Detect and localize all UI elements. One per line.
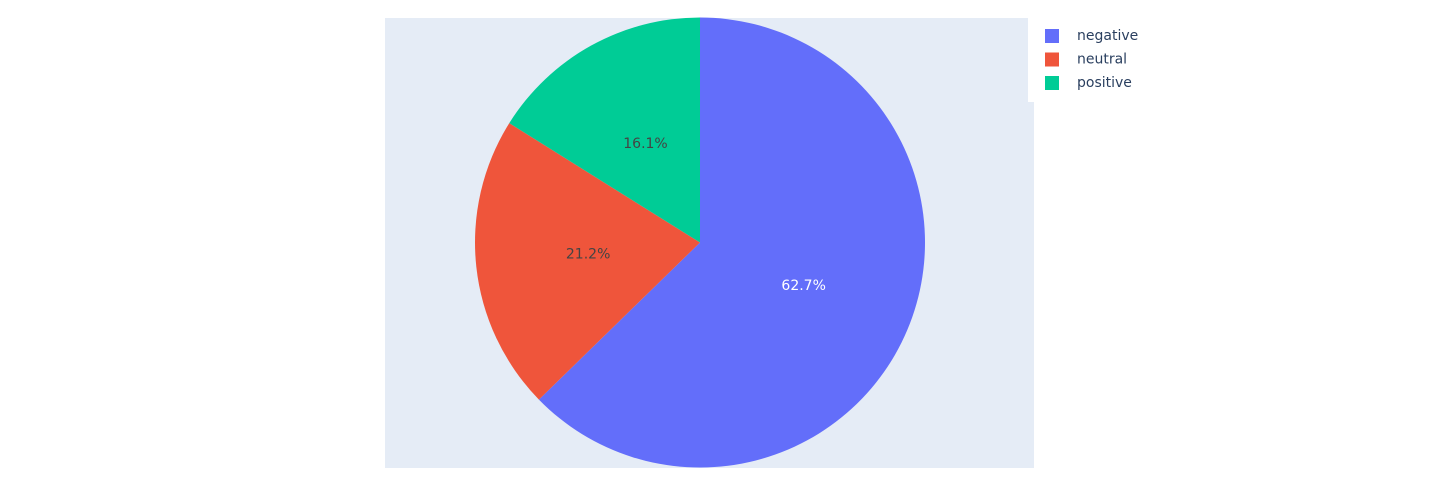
legend-label-neutral[interactable]: neutral bbox=[1077, 52, 1127, 68]
slice-label-negative: 62.7% bbox=[781, 278, 825, 294]
pie-slice-positive[interactable] bbox=[509, 17, 700, 243]
legend-swatch-positive[interactable] bbox=[1045, 76, 1059, 90]
legend: negative neutral positive bbox=[1045, 28, 1138, 91]
pie-slice-neutral[interactable] bbox=[475, 123, 700, 400]
legend-label-negative[interactable]: negative bbox=[1077, 28, 1138, 44]
pie-slice-labels: 62.7% 21.2% 16.1% bbox=[566, 136, 826, 294]
legend-swatch-negative[interactable] bbox=[1045, 29, 1059, 43]
legend-swatch-neutral[interactable] bbox=[1045, 52, 1059, 67]
legend-label-positive[interactable]: positive bbox=[1077, 75, 1132, 91]
pie-slice-negative[interactable] bbox=[538, 17, 925, 468]
pie-slices bbox=[475, 17, 925, 468]
slice-label-positive: 16.1% bbox=[623, 136, 667, 152]
slice-label-neutral: 21.2% bbox=[566, 246, 610, 262]
